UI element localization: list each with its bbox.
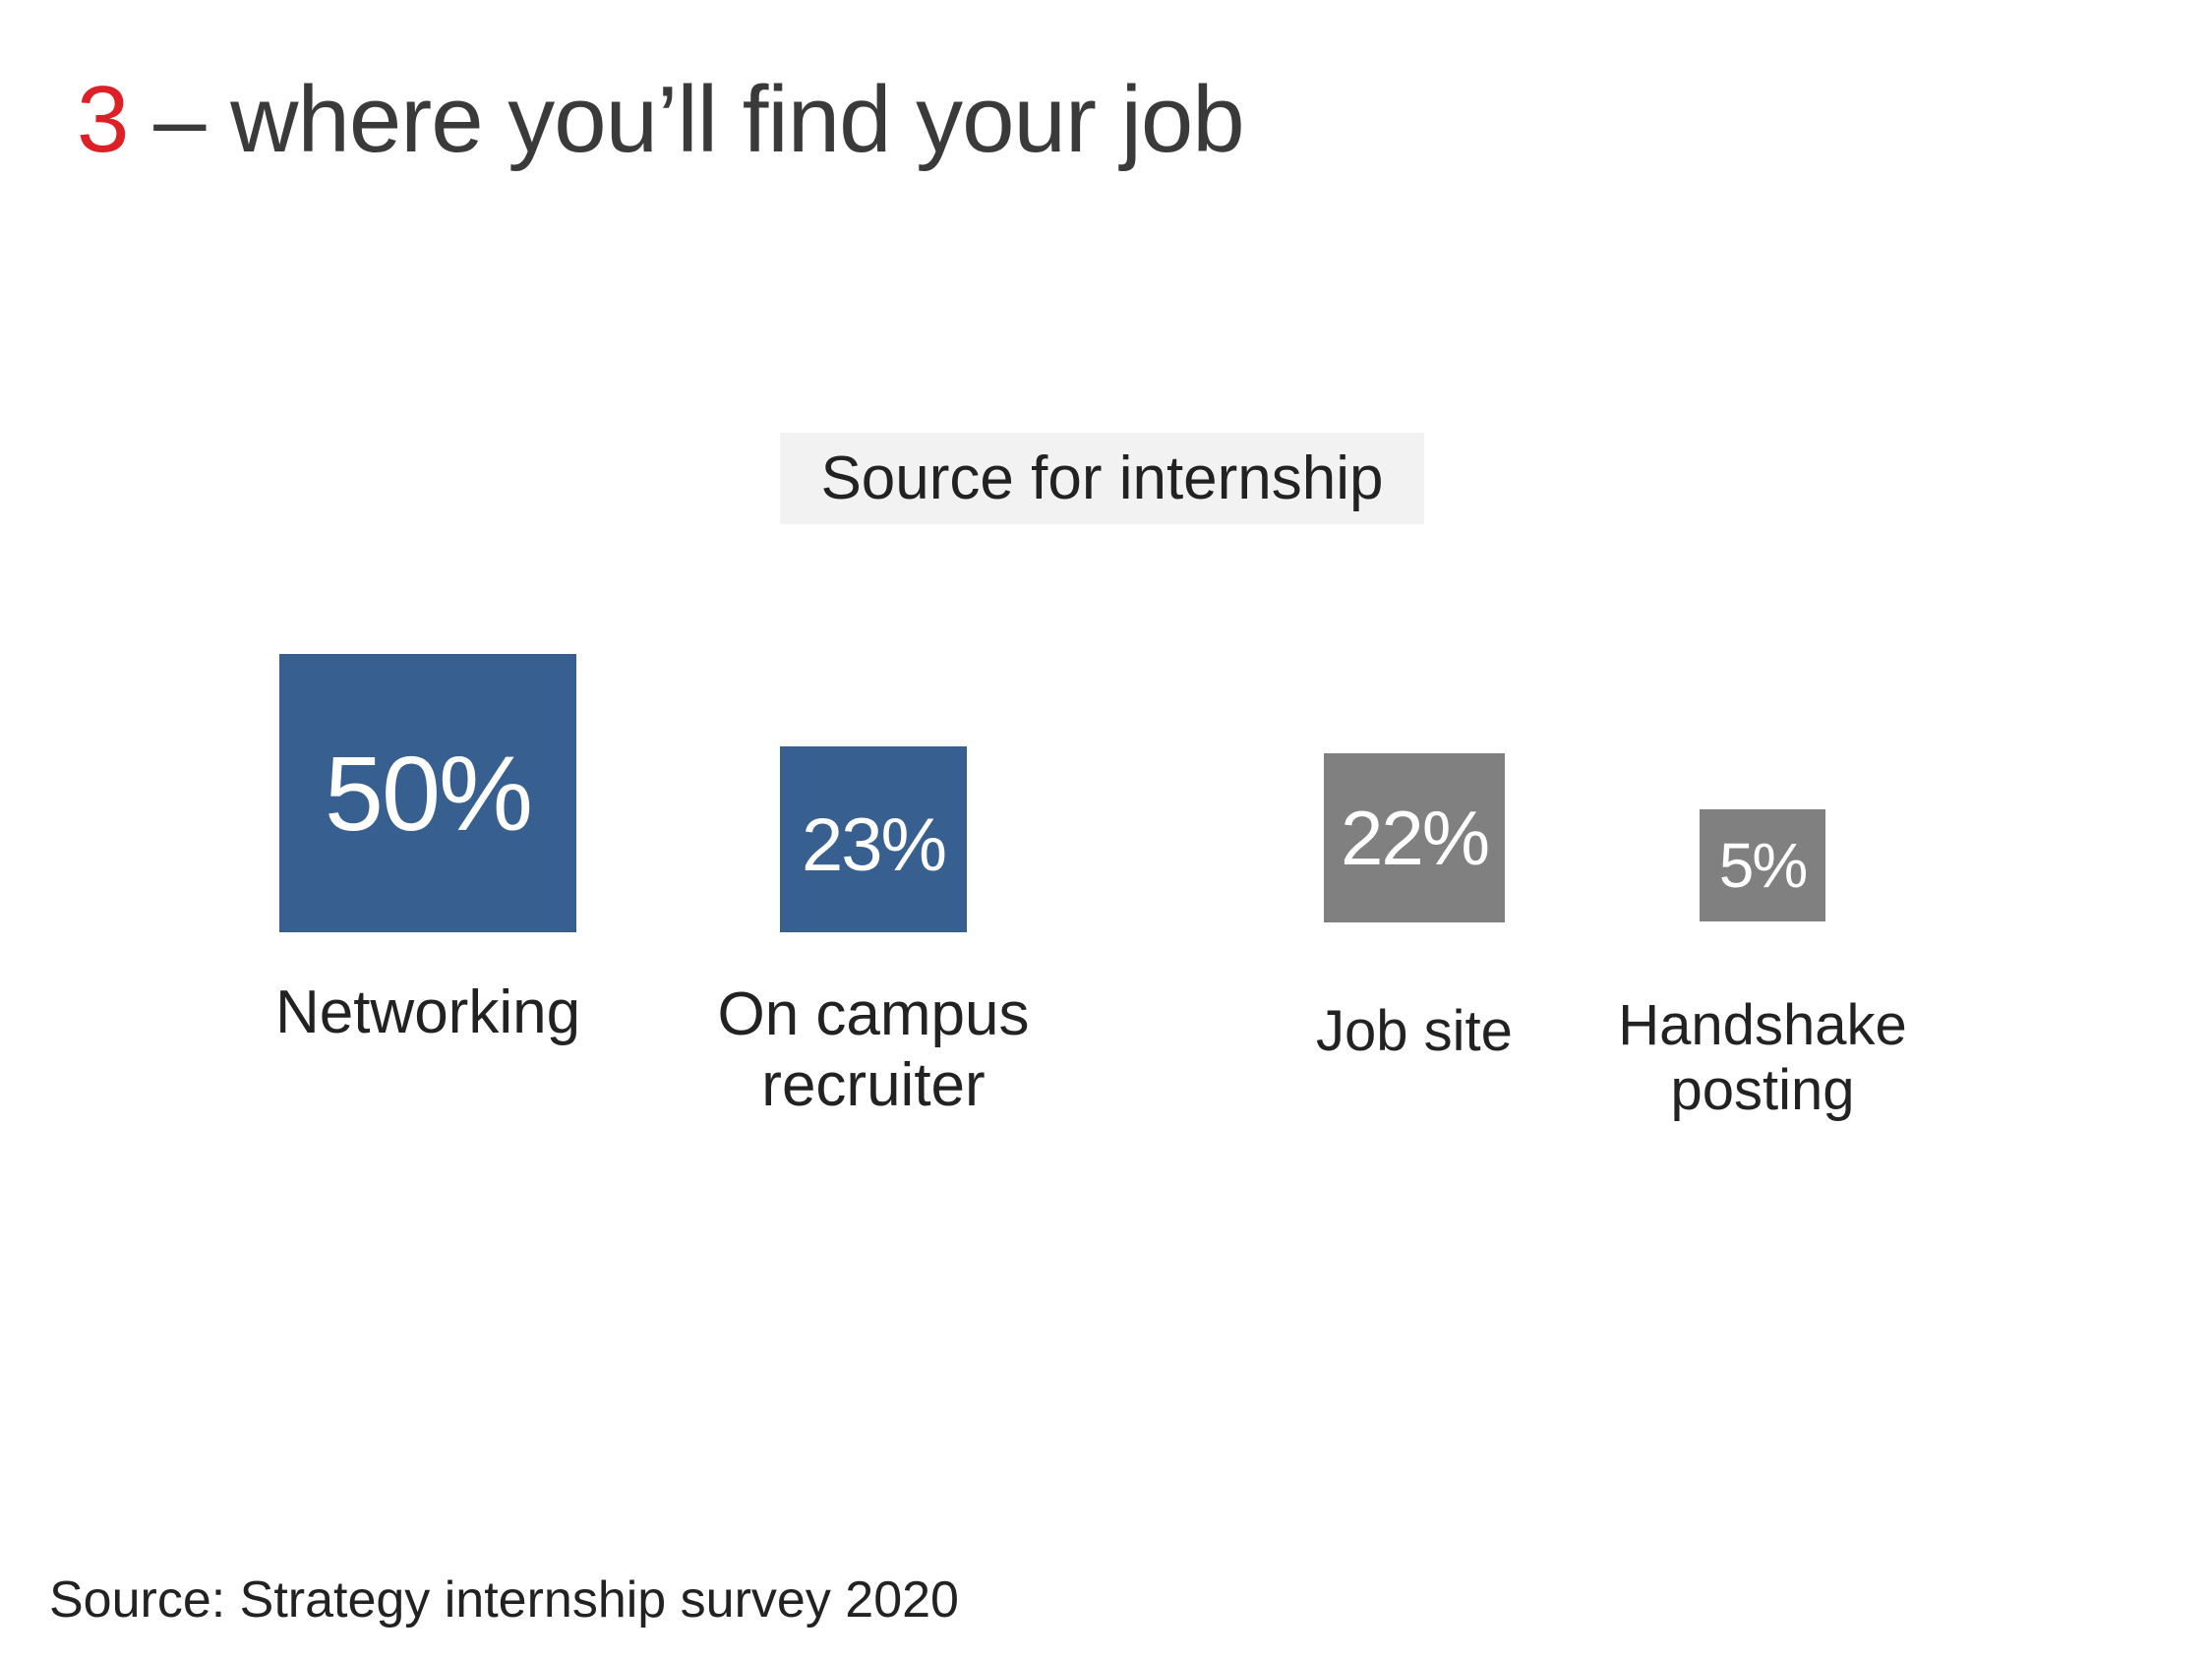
bar-block-3: 22% bbox=[1324, 753, 1505, 922]
bar-value-label: 5% bbox=[1718, 830, 1808, 901]
source-note: Source: Strategy internship survey 2020 bbox=[49, 1571, 959, 1629]
slide-title: 3 – where you’ll find your job bbox=[77, 61, 1245, 179]
category-label: On campus recruiter bbox=[717, 980, 1030, 1119]
slide-title-number: 3 bbox=[77, 67, 129, 172]
category-label: Networking bbox=[274, 978, 581, 1046]
slide-title-text: – where you’ll find your job bbox=[128, 67, 1245, 172]
bar-value-label: 50% bbox=[324, 733, 533, 853]
bar-block-2: 23% bbox=[780, 746, 967, 932]
bar-block-1: 50% bbox=[279, 654, 576, 932]
bar-block-4: 5% bbox=[1700, 809, 1825, 921]
bar-value-label: 22% bbox=[1340, 795, 1490, 881]
category-label: Job site bbox=[1316, 999, 1513, 1063]
bar-value-label: 23% bbox=[801, 802, 947, 887]
category-label: Handshake posting bbox=[1618, 993, 1907, 1122]
chart-title: Source for internship bbox=[780, 433, 1424, 524]
